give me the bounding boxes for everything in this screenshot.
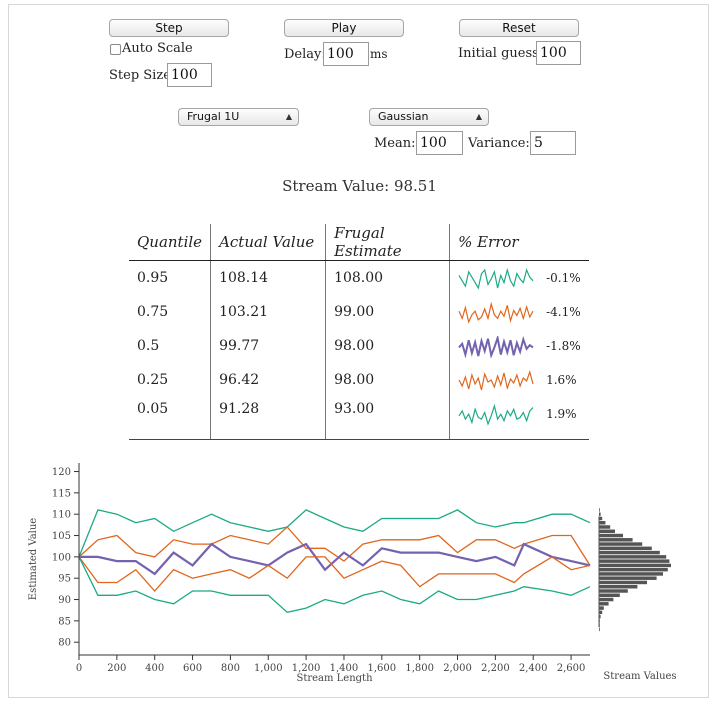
error-value: 1.9% <box>546 407 577 421</box>
table-row: 0.25 96.42 98.00 1.6% <box>129 363 589 397</box>
page-frame <box>8 4 709 698</box>
table-row: 0.05 91.28 93.00 1.9% <box>129 397 589 440</box>
quantile-cell: 0.05 <box>129 397 211 440</box>
column-header-estimate: Frugal Estimate <box>325 224 450 261</box>
column-header-actual: Actual Value <box>210 224 326 261</box>
variance-label: Variance: <box>468 136 530 151</box>
error-value: -0.1% <box>546 271 581 285</box>
actual-value-cell: 103.21 <box>210 295 326 329</box>
mean-input[interactable] <box>416 131 463 155</box>
error-cell: -4.1% <box>449 295 589 329</box>
error-value: 1.6% <box>546 373 577 387</box>
auto-scale-label: Auto Scale <box>122 41 193 56</box>
delay-label: Delay: <box>284 47 326 62</box>
algorithm-select[interactable]: Frugal 1U ▲ <box>178 108 299 126</box>
distribution-selected-value: Gaussian <box>378 110 429 123</box>
quantile-cell: 0.75 <box>137 304 169 320</box>
sparkline-line <box>458 268 534 290</box>
error-sparkline <box>458 302 534 324</box>
actual-value-cell: 108.14 <box>210 260 326 295</box>
error-cell: -0.1% <box>449 260 589 295</box>
column-header-quantile: Quantile <box>129 224 211 261</box>
delay-unit: ms <box>370 47 388 61</box>
estimate-cell: 98.00 <box>325 329 450 363</box>
error-sparkline <box>458 404 534 426</box>
stream-value-number: 98.51 <box>393 177 437 195</box>
delay-input[interactable] <box>323 42 369 66</box>
quantile-cell: 0.25 <box>137 372 169 388</box>
initial-guess-label: Initial guess: <box>458 46 544 61</box>
estimate-cell: 99.00 <box>325 295 450 329</box>
stream-value-label: Stream Value: <box>282 177 390 195</box>
select-arrows-icon: ▲ <box>475 112 482 121</box>
error-cell: -1.8% <box>449 329 589 363</box>
sparkline-line <box>458 404 534 426</box>
table-header-row: Quantile Actual Value Frugal Estimate % … <box>129 224 589 261</box>
quantile-table: Quantile Actual Value Frugal Estimate % … <box>129 224 589 440</box>
mean-label: Mean: <box>374 136 416 151</box>
estimate-cell: 93.00 <box>325 397 450 440</box>
reset-button[interactable]: Reset <box>459 19 579 37</box>
play-button[interactable]: Play <box>284 19 404 37</box>
error-sparkline <box>458 268 534 290</box>
sparkline-line <box>458 336 534 358</box>
stream-value: Stream Value: 98.51 <box>0 177 719 195</box>
estimate-cell: 98.00 <box>325 363 450 397</box>
error-sparkline <box>458 370 534 391</box>
select-arrows-icon: ▲ <box>285 112 292 121</box>
error-cell: 1.9% <box>449 397 589 440</box>
column-header-error: % Error <box>449 224 589 261</box>
step-size-input[interactable] <box>167 63 212 87</box>
step-button[interactable]: Step <box>109 19 229 37</box>
sparkline-line <box>458 302 534 324</box>
table-row: 0.75 103.21 99.00 -4.1% <box>129 295 589 329</box>
sparkline-line <box>458 370 534 391</box>
table-row: 0.95 108.14 108.00 -0.1% <box>129 260 589 295</box>
actual-value-cell: 96.42 <box>210 363 326 397</box>
error-value: -4.1% <box>546 305 581 319</box>
quantile-cell: 0.95 <box>137 270 169 286</box>
distribution-select[interactable]: Gaussian ▲ <box>369 108 489 126</box>
auto-scale-checkbox[interactable] <box>110 44 121 55</box>
table-row: 0.5 99.77 98.00 -1.8% <box>129 329 589 363</box>
algorithm-selected-value: Frugal 1U <box>187 110 240 123</box>
quantile-cell: 0.5 <box>137 338 160 354</box>
variance-input[interactable] <box>530 131 576 155</box>
estimate-cell: 108.00 <box>325 260 450 295</box>
error-cell: 1.6% <box>449 363 589 397</box>
error-value: -1.8% <box>546 339 581 353</box>
initial-guess-input[interactable] <box>536 41 581 65</box>
actual-value-cell: 91.28 <box>210 397 326 440</box>
actual-value-cell: 99.77 <box>210 329 326 363</box>
step-size-label: Step Size: <box>109 68 176 83</box>
error-sparkline <box>458 336 534 358</box>
